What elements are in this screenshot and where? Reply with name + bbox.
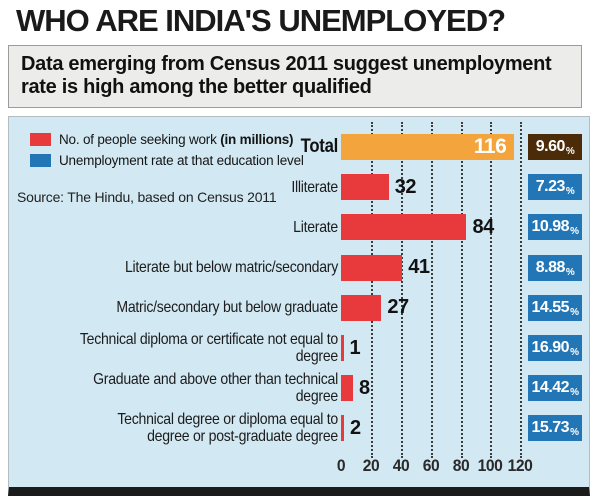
chart-legend: No. of people seeking work (in millions)… [30, 129, 304, 171]
chart-panel: No. of people seeking work (in millions)… [8, 116, 590, 496]
bar [341, 174, 389, 201]
bar-value-label: 8 [358, 376, 370, 399]
bar [341, 415, 344, 442]
category-label: Graduate and above other than technical … [93, 371, 339, 406]
rate-badge: 9.60% [528, 134, 582, 160]
blue-swatch-icon [30, 154, 51, 167]
percent-sign: % [570, 387, 579, 399]
x-axis-tick-label: 20 [362, 456, 380, 475]
percent-sign: % [565, 146, 575, 157]
bar-value-label: 84 [472, 215, 494, 238]
bar [341, 134, 515, 160]
category-label: Literate but below matric/secondary [124, 259, 339, 277]
category-label: Total [300, 135, 339, 157]
category-label: Illiterate [291, 178, 338, 196]
rate-badge: 14.42% [528, 375, 582, 402]
gridline [520, 122, 523, 458]
bar [341, 294, 382, 321]
legend-label-seekers: No. of people seeking work (in millions) [59, 132, 294, 147]
category-label: Literate [293, 218, 338, 236]
bar-value-label: 32 [394, 175, 417, 198]
x-axis-tick-label: 40 [392, 456, 410, 475]
gridline [490, 122, 493, 458]
legend-row-rate: Unemployment rate at that education leve… [30, 150, 304, 171]
subtitle-box: Data emerging from Census 2011 suggest u… [8, 45, 582, 108]
percent-sign: % [570, 347, 579, 358]
gridline [400, 122, 403, 458]
percent-sign: % [570, 226, 579, 238]
x-axis-tick-label: 80 [452, 456, 469, 475]
gridline [370, 122, 373, 458]
rate-badge: 10.98% [528, 214, 582, 241]
page-title: WHO ARE INDIA'S UNEMPLOYED? [16, 3, 506, 38]
percent-sign: % [570, 427, 579, 439]
gridline [460, 122, 463, 458]
percent-sign: % [570, 306, 579, 318]
rate-badge: 7.23% [528, 174, 582, 201]
red-swatch-icon [30, 133, 51, 146]
percent-sign: % [565, 186, 575, 198]
bar [341, 254, 403, 281]
x-axis-tick-label: 0 [336, 456, 346, 475]
x-axis-tick-label: 120 [507, 456, 533, 475]
bar-value-label: 1 [349, 336, 361, 359]
rate-badge: 16.90% [528, 335, 582, 361]
category-label: Technical degree or diploma equal to deg… [117, 411, 338, 446]
bar [341, 375, 353, 402]
bar-value-label: 41 [408, 256, 430, 279]
bar-value-label: 27 [387, 296, 409, 319]
source-note: Source: The Hindu, based on Census 2011 [17, 189, 277, 205]
bar-value-label: 116 [473, 135, 507, 158]
bar [341, 214, 467, 241]
legend-label-rate: Unemployment rate at that education leve… [59, 153, 304, 168]
category-label: Matric/secondary but below graduate [116, 299, 339, 317]
gridline [430, 122, 433, 458]
x-axis-tick-label: 60 [422, 456, 439, 475]
bar [341, 335, 344, 361]
rate-badge: 14.55% [528, 294, 582, 321]
x-axis-tick-label: 100 [478, 456, 503, 475]
rate-badge: 15.73% [528, 415, 582, 442]
percent-sign: % [565, 266, 575, 278]
legend-row-seekers: No. of people seeking work (in millions) [30, 129, 304, 150]
category-label: Technical diploma or certificate not equ… [79, 330, 338, 365]
rate-badge: 8.88% [528, 254, 582, 281]
bar-value-label: 2 [349, 416, 361, 439]
